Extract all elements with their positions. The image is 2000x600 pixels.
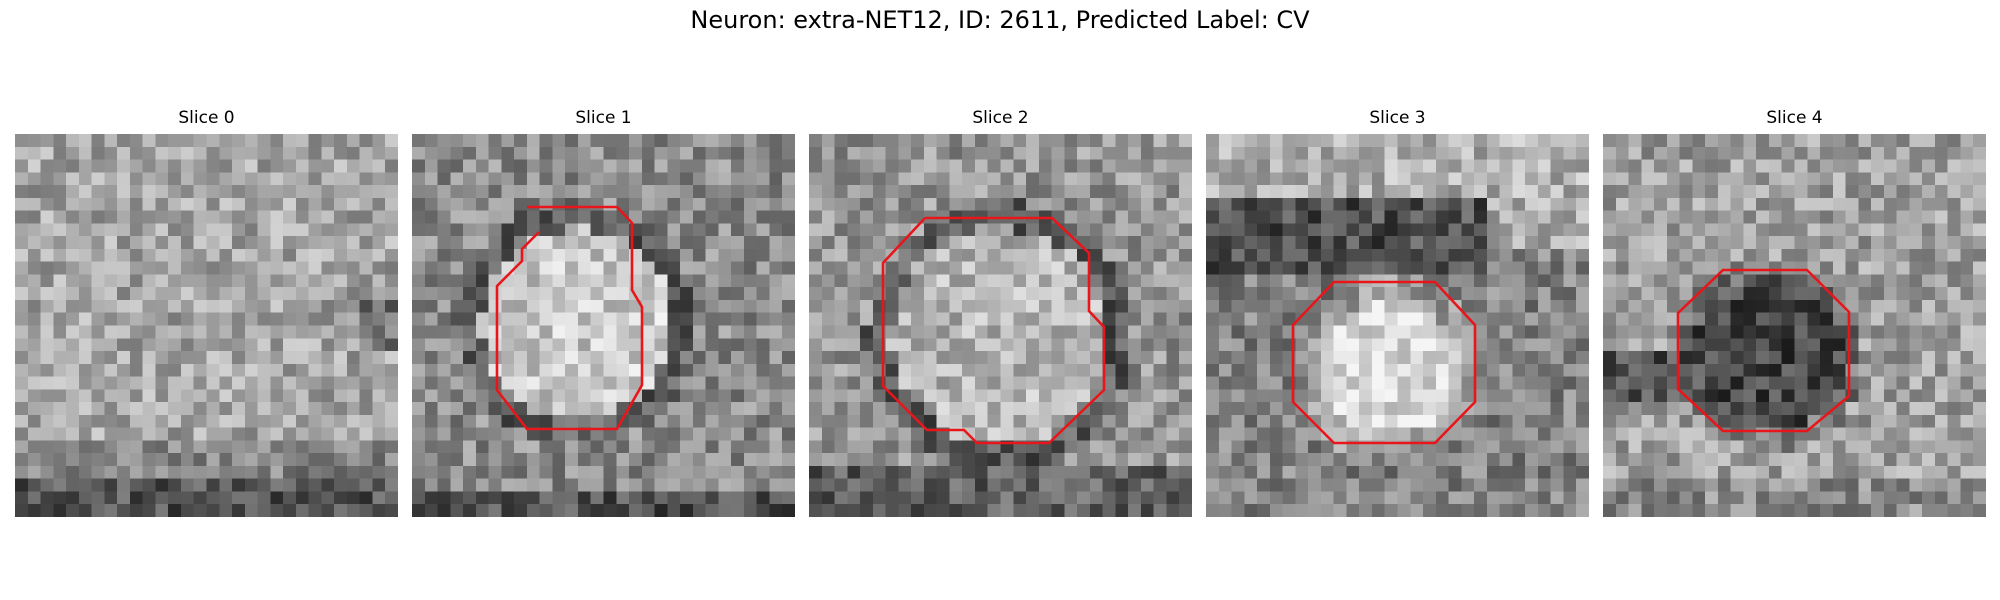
slice-image [1206, 134, 1589, 517]
slice-title: Slice 4 [1766, 108, 1823, 128]
slice-image [809, 134, 1192, 517]
segmentation-contour [1291, 280, 1477, 445]
contour-overlay [495, 205, 644, 431]
segmentation-contour [1676, 268, 1851, 433]
segmentation-contour [881, 216, 1106, 445]
slice-title: Slice 0 [178, 108, 235, 128]
slice-title: Slice 3 [1369, 108, 1426, 128]
figure-title: Neuron: extra-NET12, ID: 2611, Predicted… [690, 6, 1310, 34]
slice-image [15, 134, 398, 517]
slice-title: Slice 2 [972, 108, 1029, 128]
slice-image [1603, 134, 1986, 517]
slice-title: Slice 1 [575, 108, 632, 128]
slice-image [412, 134, 795, 517]
contour-overlay [1291, 280, 1477, 445]
segmentation-contour [495, 205, 644, 431]
contour-overlay [1676, 268, 1851, 433]
contour-overlay [881, 216, 1106, 445]
